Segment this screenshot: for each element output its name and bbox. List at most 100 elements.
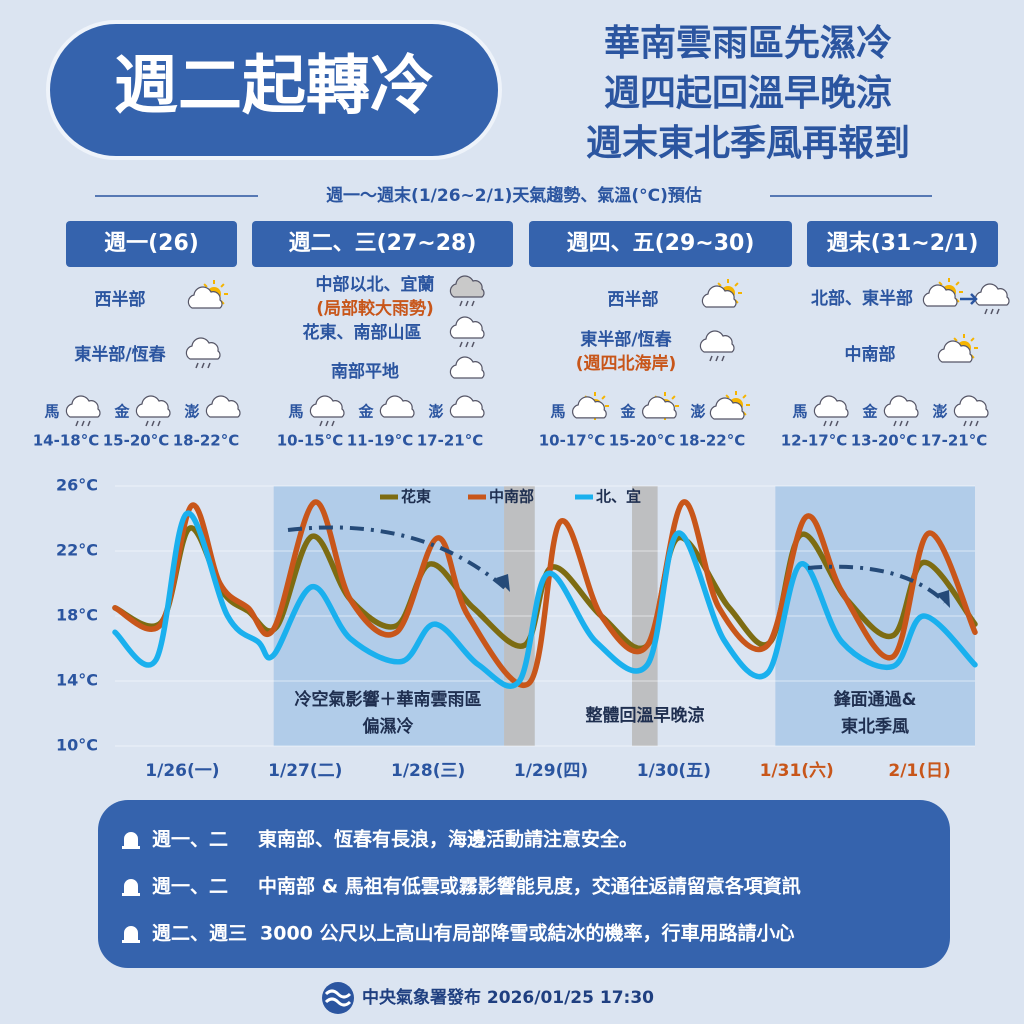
island-temp: 13-20°C <box>851 432 917 450</box>
island-temp: 14-18°C <box>33 432 99 450</box>
rain-drop <box>709 355 713 362</box>
rain-drop <box>81 420 85 427</box>
footer-logo <box>322 982 354 1014</box>
series-line <box>112 510 978 689</box>
island-name: 金 <box>861 403 878 421</box>
rain-drop <box>75 420 79 427</box>
sun-ray <box>220 283 225 288</box>
sun-ray <box>203 283 208 288</box>
cloud <box>65 395 101 418</box>
weather-icon <box>699 330 735 362</box>
sun-ray <box>671 395 676 400</box>
rain-drop <box>996 308 1000 315</box>
rain-drop <box>471 341 475 348</box>
sun-ray <box>742 394 747 399</box>
rain-drop <box>465 341 469 348</box>
x-tick-label: 1/26(一) <box>145 761 219 781</box>
x-tick-label: 1/31(六) <box>760 760 834 781</box>
island-name: 馬 <box>44 403 59 421</box>
cloud <box>883 395 919 418</box>
rain-drop <box>465 300 469 307</box>
arrow-head <box>936 590 950 608</box>
panel-header <box>252 221 513 267</box>
region-label: 東半部/恆春 <box>74 344 165 365</box>
cloud <box>187 286 223 309</box>
weather-icon <box>701 279 742 308</box>
weather-icon <box>449 356 485 379</box>
cloud <box>449 316 485 339</box>
region-label: 西半部 <box>95 289 146 310</box>
island-temp: 15-20°C <box>103 432 169 450</box>
island-name: 澎 <box>690 403 705 421</box>
weather-icon <box>974 283 1010 315</box>
rain-drop <box>207 362 211 369</box>
sun-ray <box>953 337 958 342</box>
island-temp: 18-22°C <box>173 432 239 450</box>
weather-icon <box>953 395 989 427</box>
sun-ray <box>970 337 975 342</box>
cloud <box>642 396 677 419</box>
siren <box>122 832 140 849</box>
notice-when: 週二、週三 <box>152 923 247 945</box>
footer: 中央氣象署發布 2026/01/25 17:30 <box>362 987 654 1008</box>
island-temp: 10-17°C <box>539 432 605 450</box>
notice-box <box>98 800 950 968</box>
region-label: 西半部 <box>608 289 659 310</box>
cloud <box>309 395 345 418</box>
sun-ray <box>734 282 739 287</box>
cloud <box>953 395 989 418</box>
cloud <box>709 397 745 420</box>
sun-ray <box>955 281 960 286</box>
rain-drop <box>829 420 833 427</box>
weather-icon <box>709 391 750 420</box>
rain-drop <box>145 420 149 427</box>
island-name: 澎 <box>428 403 443 421</box>
weather-icon <box>135 395 171 427</box>
x-tick-label: 1/29(四) <box>514 761 588 781</box>
island-name: 澎 <box>184 403 199 421</box>
trend-arrow <box>287 525 507 590</box>
cloud <box>449 356 485 379</box>
island-name: 澎 <box>932 403 947 421</box>
rain-drop <box>325 420 329 427</box>
annotation: 偏濕冷 <box>363 716 414 737</box>
panel-header <box>529 221 792 267</box>
annotation: 東北季風 <box>841 716 909 737</box>
title-pill <box>46 20 502 160</box>
sun-ray <box>717 282 722 287</box>
rain-drop <box>963 420 967 427</box>
rain-drop <box>721 355 725 362</box>
y-tick-label: 26°C <box>56 476 98 495</box>
region-label: 中南部 <box>845 344 896 365</box>
x-tick-label: 1/30(五) <box>637 761 711 781</box>
island-name: 金 <box>113 403 130 421</box>
notice-when: 週一、二 <box>152 876 228 898</box>
island-name: 馬 <box>288 403 303 421</box>
series-line <box>112 499 978 688</box>
x-tick-label: 1/28(三) <box>391 761 465 781</box>
island-name: 馬 <box>792 403 807 421</box>
rain-drop <box>899 420 903 427</box>
panel-title: 週二、三(27~28) <box>289 231 477 256</box>
island-temp: 12-17°C <box>781 432 847 450</box>
weather-icon <box>379 395 415 418</box>
cloud <box>699 330 735 353</box>
annotation: 整體回溫早晚涼 <box>586 705 705 726</box>
rain-drop <box>984 308 988 315</box>
annotation: 鋒面通過& <box>833 689 917 710</box>
panel-title: 週一(26) <box>104 231 199 256</box>
weather-icon <box>309 395 345 427</box>
rain-drop <box>905 420 909 427</box>
notice-text: 東南部、恆春有長浪，海邊活動請注意安全。 <box>258 828 638 851</box>
island-temp: 11-19°C <box>347 432 413 450</box>
cloud <box>449 395 485 418</box>
forecast-heading: 週一～週末(1/26~2/1)天氣趨勢、氣溫(°C)預估 <box>326 185 702 206</box>
weather-icon <box>883 395 919 427</box>
cloud <box>185 337 221 360</box>
panel-title: 週末(31~2/1) <box>827 231 979 256</box>
island-name: 金 <box>357 403 374 421</box>
sun-ray <box>725 394 730 399</box>
weather-icon <box>185 337 221 369</box>
region-label: 南部平地 <box>331 361 399 382</box>
cloud <box>701 285 737 308</box>
